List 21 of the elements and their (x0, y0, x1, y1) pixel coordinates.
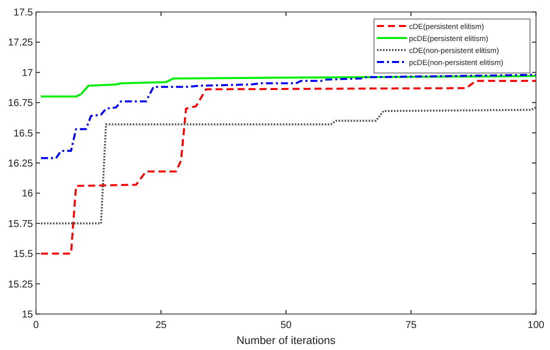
x-tick-label: 75 (405, 320, 417, 331)
x-tick-label: 25 (155, 320, 167, 331)
x-tick-label: 100 (528, 320, 545, 331)
line-series (40, 75, 537, 98)
y-tick-label: 16.5 (14, 128, 34, 140)
y-tick-label: 17 (22, 68, 34, 79)
x-axis-title: Number of iterations (236, 335, 336, 347)
y-tick-label: 16 (22, 188, 34, 200)
y-tick-label: 15.25 (8, 279, 34, 290)
y-tick-label: 16.75 (8, 98, 34, 110)
y-tick-label: 15.5 (14, 249, 34, 260)
y-tick-label: 15.75 (8, 218, 34, 230)
y-tick-label: 16.25 (8, 158, 34, 170)
x-tick-label: 50 (280, 320, 292, 331)
y-tick-label: 17.5 (14, 8, 34, 18)
line-series (40, 106, 537, 224)
y-tick-label: 15 (22, 310, 34, 320)
line-series (40, 74, 537, 160)
x-tick-label: 0 (33, 320, 40, 331)
line-series (40, 80, 537, 255)
y-tick-label: 17.25 (8, 38, 34, 49)
